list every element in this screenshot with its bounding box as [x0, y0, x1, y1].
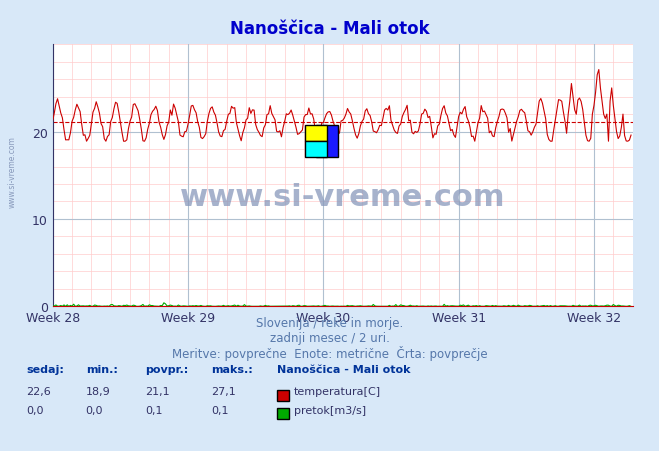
Text: zadnji mesec / 2 uri.: zadnji mesec / 2 uri. — [270, 331, 389, 344]
Text: 27,1: 27,1 — [211, 387, 236, 396]
Text: 21,1: 21,1 — [145, 387, 169, 396]
Text: sedaj:: sedaj: — [26, 364, 64, 374]
Text: www.si-vreme.com: www.si-vreme.com — [180, 182, 505, 211]
Text: min.:: min.: — [86, 364, 117, 374]
Text: Meritve: povprečne  Enote: metrične  Črta: povprečje: Meritve: povprečne Enote: metrične Črta:… — [172, 345, 487, 360]
Text: 0,1: 0,1 — [211, 405, 229, 414]
Text: Nanoščica - Mali otok: Nanoščica - Mali otok — [277, 364, 411, 374]
Text: maks.:: maks.: — [211, 364, 252, 374]
Text: temperatura[C]: temperatura[C] — [294, 387, 381, 396]
FancyBboxPatch shape — [305, 142, 327, 157]
Text: 18,9: 18,9 — [86, 387, 111, 396]
Text: www.si-vreme.com: www.si-vreme.com — [8, 135, 17, 207]
Text: 0,0: 0,0 — [26, 405, 44, 414]
FancyBboxPatch shape — [305, 126, 327, 142]
Text: povpr.:: povpr.: — [145, 364, 188, 374]
FancyBboxPatch shape — [316, 126, 338, 157]
Text: 0,1: 0,1 — [145, 405, 163, 414]
Text: pretok[m3/s]: pretok[m3/s] — [294, 405, 366, 414]
Text: 0,0: 0,0 — [86, 405, 103, 414]
Text: 22,6: 22,6 — [26, 387, 51, 396]
Text: Nanoščica - Mali otok: Nanoščica - Mali otok — [230, 20, 429, 38]
Text: Slovenija / reke in morje.: Slovenija / reke in morje. — [256, 316, 403, 329]
